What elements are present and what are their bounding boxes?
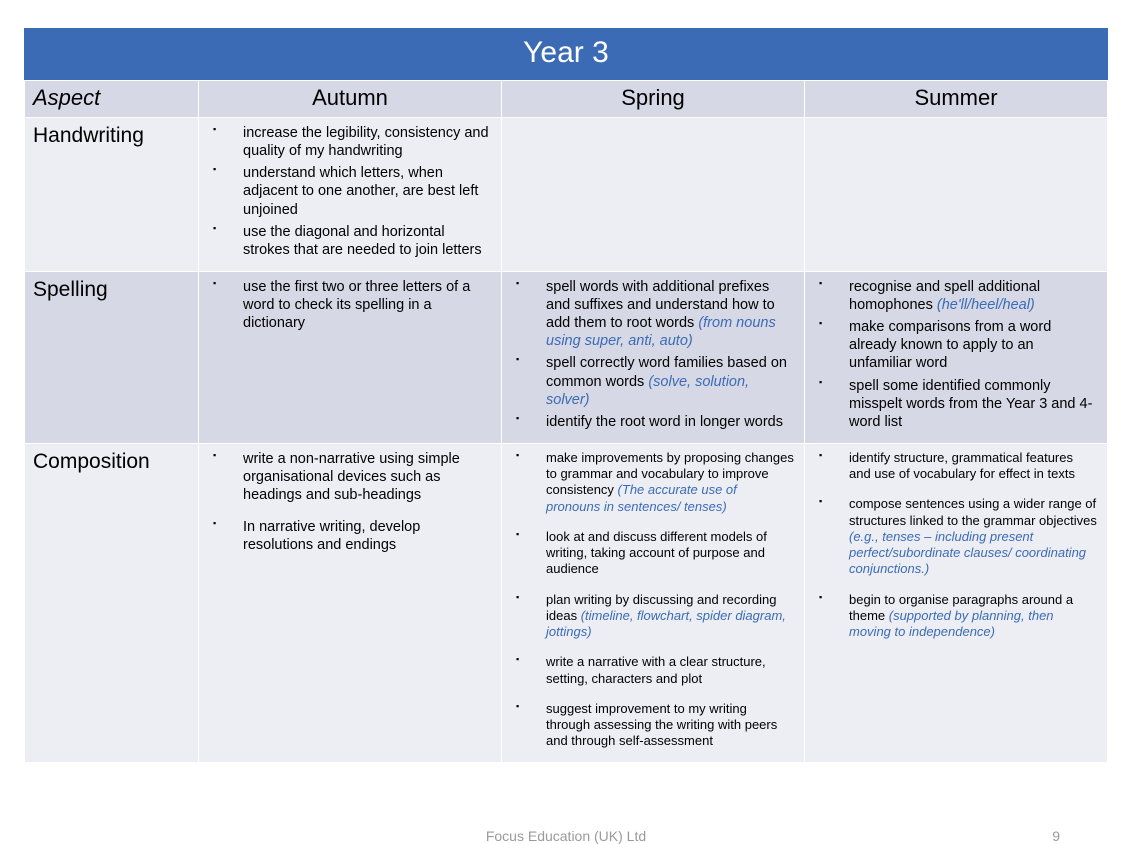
bullet-list: increase the legibility, consistency and… <box>209 124 491 259</box>
bullet-list: write a non-narrative using simple organ… <box>209 450 491 555</box>
table-cell: increase the legibility, consistency and… <box>199 118 502 272</box>
list-item-text: increase the legibility, consistency and… <box>243 125 489 159</box>
list-item-text: In narrative writing, develop resolution… <box>243 519 420 553</box>
list-item: understand which letters, when adjacent … <box>209 164 491 218</box>
col-header-summer: Summer <box>805 81 1108 118</box>
row-label: Handwriting <box>25 118 199 272</box>
list-item-text: use the diagonal and horizontal strokes … <box>243 224 482 258</box>
curriculum-table: Aspect Autumn Spring Summer Handwriting i… <box>24 80 1108 763</box>
bullet-list: identify structure, grammatical features… <box>815 450 1097 641</box>
list-item-text: identify structure, grammatical features… <box>849 450 1075 481</box>
table-row: Spelling use the first two or three lette… <box>25 271 1108 443</box>
list-item-text: understand which letters, when adjacent … <box>243 165 478 217</box>
list-item: use the first two or three letters of a … <box>209 278 491 332</box>
list-item: look at and discuss different models of … <box>512 529 794 578</box>
list-item-text: suggest improvement to my writing throug… <box>546 701 777 749</box>
bullet-list: spell words with additional prefixes and… <box>512 278 794 431</box>
list-item: write a non-narrative using simple organ… <box>209 450 491 504</box>
list-item-text: look at and discuss different models of … <box>546 529 767 577</box>
list-item-text: compose sentences using a wider range of… <box>849 496 1097 527</box>
list-item: compose sentences using a wider range of… <box>815 496 1097 577</box>
table-cell <box>502 118 805 272</box>
page-title: Year 3 <box>24 28 1108 80</box>
list-item: write a narrative with a clear structure… <box>512 654 794 687</box>
list-item: recognise and spell additional homophone… <box>815 278 1097 314</box>
list-item: use the diagonal and horizontal strokes … <box>209 223 491 259</box>
list-item: identify the root word in longer words <box>512 413 794 431</box>
page-container: Year 3 Aspect Autumn Spring Summer Handw… <box>0 0 1132 763</box>
table-row: Composition write a non-narrative using s… <box>25 443 1108 762</box>
table-body: Handwriting increase the legibility, cons… <box>25 118 1108 763</box>
table-cell: write a non-narrative using simple organ… <box>199 443 502 762</box>
list-item: spell some identified commonly misspelt … <box>815 377 1097 431</box>
list-item-text: make comparisons from a word already kno… <box>849 319 1051 371</box>
table-cell: recognise and spell additional homophone… <box>805 271 1108 443</box>
footer-page-number: 9 <box>1052 828 1060 844</box>
list-item-text: spell some identified commonly misspelt … <box>849 378 1092 430</box>
list-item: make comparisons from a word already kno… <box>815 318 1097 372</box>
list-item: spell correctly word families based on c… <box>512 354 794 408</box>
list-item-hint: (he'll/heel/heal) <box>937 297 1035 313</box>
list-item: In narrative writing, develop resolution… <box>209 518 491 554</box>
list-item: increase the legibility, consistency and… <box>209 124 491 160</box>
row-label: Composition <box>25 443 199 762</box>
list-item: plan writing by discussing and recording… <box>512 592 794 641</box>
list-item: begin to organise paragraphs around a th… <box>815 592 1097 641</box>
list-item-text: write a narrative with a clear structure… <box>546 654 766 685</box>
row-label: Spelling <box>25 271 199 443</box>
list-item: spell words with additional prefixes and… <box>512 278 794 351</box>
bullet-list: recognise and spell additional homophone… <box>815 278 1097 431</box>
list-item-text: use the first two or three letters of a … <box>243 279 470 331</box>
list-item-text: identify the root word in longer words <box>546 414 783 430</box>
table-row: Handwriting increase the legibility, cons… <box>25 118 1108 272</box>
table-cell: identify structure, grammatical features… <box>805 443 1108 762</box>
footer-org: Focus Education (UK) Ltd <box>0 828 1132 844</box>
table-cell: use the first two or three letters of a … <box>199 271 502 443</box>
list-item: make improvements by proposing changes t… <box>512 450 794 515</box>
list-item: suggest improvement to my writing throug… <box>512 701 794 750</box>
bullet-list: make improvements by proposing changes t… <box>512 450 794 750</box>
bullet-list: use the first two or three letters of a … <box>209 278 491 332</box>
list-item-hint: (timeline, flowchart, spider diagram, jo… <box>546 608 786 639</box>
list-item-hint: (e.g., tenses – including present perfec… <box>849 529 1086 577</box>
table-header-row: Aspect Autumn Spring Summer <box>25 81 1108 118</box>
list-item: identify structure, grammatical features… <box>815 450 1097 483</box>
table-cell: make improvements by proposing changes t… <box>502 443 805 762</box>
list-item-text: write a non-narrative using simple organ… <box>243 451 460 503</box>
col-header-autumn: Autumn <box>199 81 502 118</box>
col-header-spring: Spring <box>502 81 805 118</box>
table-cell: spell words with additional prefixes and… <box>502 271 805 443</box>
table-cell <box>805 118 1108 272</box>
col-header-aspect: Aspect <box>25 81 199 118</box>
